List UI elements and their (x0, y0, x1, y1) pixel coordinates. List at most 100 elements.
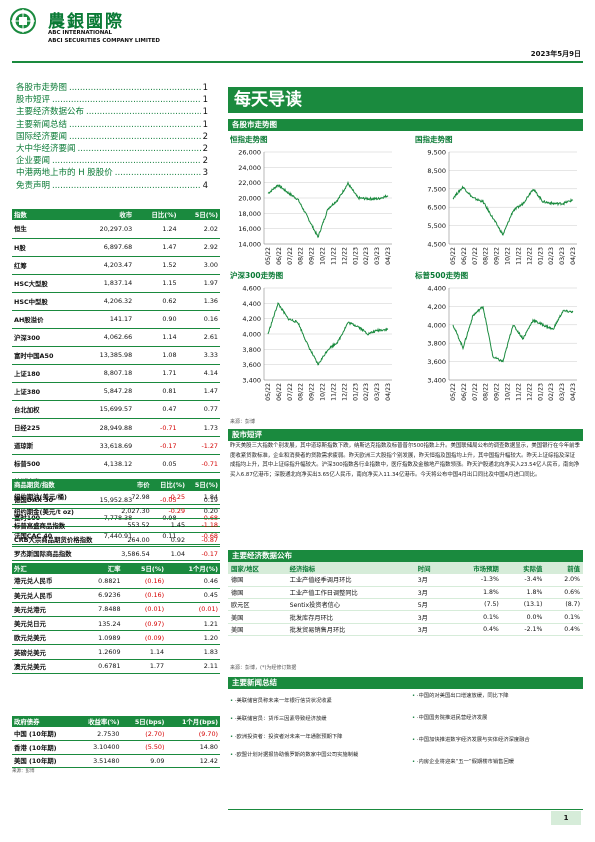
row-label: 香港 (10年期) (12, 740, 75, 755)
cell-close: 15,699.57 (78, 400, 135, 420)
x-tick-label: 08/22 (298, 247, 305, 265)
cell-d5: 0.77 (178, 400, 220, 420)
cell-rate: 0.8821 (80, 574, 123, 589)
toc-item-page: 1 (202, 107, 208, 118)
cell-d5: (0.09) (122, 630, 167, 646)
cell-d5: -0.71 (178, 454, 220, 474)
toc-item-label: 企业要闻 (16, 156, 51, 167)
row-label: 中国 (10年期) (12, 727, 75, 741)
news-section-title: 主要新闻总结 (228, 677, 583, 689)
cell-act: -2.1% (501, 623, 546, 636)
x-tick-label: 11/22 (330, 383, 337, 401)
cell-d5: 3.33 (178, 346, 220, 365)
news-item[interactable]: ·内房企业将迎来“五一”假期楼市销售回暖 (412, 758, 582, 766)
y-tick-label: 6,500 (427, 204, 446, 212)
row-label: 红筹 (12, 256, 79, 275)
col-bond: 政府债券 (14, 718, 40, 726)
cell-m1: 0.46 (166, 574, 220, 589)
table-row: 日经225 28,949.88 -0.71 1.73 (12, 418, 220, 438)
cell-region: 德国 (228, 574, 287, 587)
y-tick-label: 3,600 (242, 361, 261, 369)
news-item[interactable]: ·中国国务院推进民营经济发展 (412, 714, 582, 722)
toc-item-page: 1 (202, 95, 208, 106)
cell-d1: 0.81 (134, 382, 179, 401)
toc-leader (52, 180, 201, 192)
table-row: CRB大宗商品期货价格指数 264.00 0.92 -0.87 (12, 532, 220, 548)
x-tick-label: 09/22 (494, 383, 501, 401)
toc-item[interactable]: 主要新闻总结 1 (16, 119, 208, 131)
x-tick-label: 08/22 (483, 383, 490, 401)
toc-item[interactable]: 中港两地上市的 H 股股价 3 (16, 167, 208, 179)
table-row: 美元兑日元 135.24 (0.97) 1.21 (12, 616, 220, 632)
x-tick-label: 06/22 (461, 247, 468, 265)
cell-close: 6,897.68 (78, 238, 135, 257)
row-label: 美元兑港元 (12, 602, 81, 618)
toc-item-page: 2 (202, 156, 208, 167)
news-item[interactable]: ·欧盟计划对据报协助俄罗斯的数家中国公司实施制裁 (230, 751, 402, 759)
eco-header: 国家/地区 经济指标 时间 市场预期 实际值 前值 (228, 562, 583, 574)
cell-price: 2,027.30 (112, 504, 152, 519)
cell-d1: 0.05 (134, 454, 179, 474)
page-number: 1 (551, 811, 581, 825)
col-day-change: 日比(%) (159, 481, 186, 489)
table-row: 沪深300 4,062.66 1.14 2.61 (12, 328, 220, 347)
series-line (267, 302, 389, 366)
x-tick-label: 05/22 (450, 247, 457, 265)
toc-leader (52, 94, 201, 106)
toc-item-page: 4 (202, 180, 208, 191)
cell-close: 20,297.03 (78, 220, 135, 239)
cell-indicator: 工业产值经季调月环比 (286, 574, 415, 587)
cell-rate: 135.24 (80, 616, 123, 632)
x-tick-label: 12/22 (526, 383, 533, 401)
cell-d5: (0.16) (122, 574, 167, 589)
cell-d1: -0.29 (151, 504, 188, 519)
toc-item[interactable]: 股市短评 1 (16, 94, 208, 106)
col-close: 收市 (119, 211, 133, 219)
toc-item[interactable]: 企业要闻 2 (16, 155, 208, 167)
news-item[interactable]: ·美联储官员：货币三因素导致经济放缓 (230, 715, 402, 723)
news-item[interactable]: ·欧洲投资者：投资者对未来一年通胀预期下降 (230, 733, 402, 741)
news-item[interactable]: ·中国的对美国出口增速放缓，同比下降 (412, 692, 582, 700)
toc-item-page: 1 (202, 83, 208, 93)
cell-d1: 1.24 (134, 220, 179, 239)
row-label: 美元兑日元 (12, 616, 81, 632)
chart-title: 恒指走势图 (230, 135, 268, 144)
col-5day-change: 5日(%) (194, 211, 218, 219)
table-row: 上证380 5,847.28 0.81 1.47 (12, 382, 220, 401)
cell-close: 8,807.18 (78, 364, 135, 383)
toc-item[interactable]: 各股市走势图 1 (16, 82, 208, 94)
x-tick-label: 06/22 (461, 383, 468, 401)
table-of-contents: 各股市走势图1股市短评1主要经济数据公布1主要新闻总结1国际经济要闻2大中华经济… (16, 82, 208, 192)
toc-item-page: 2 (202, 143, 208, 154)
report-date: 2023年5月9日 (530, 50, 581, 58)
toc-item[interactable]: 国际经济要闻 2 (16, 131, 208, 143)
y-tick-label: 14,000 (238, 241, 261, 249)
y-tick-label: 20,000 (238, 195, 261, 203)
toc-item[interactable]: 大中华经济要闻 2 (16, 143, 208, 155)
cell-d5: 1.77 (122, 659, 167, 674)
cell-price: 3,586.54 (112, 546, 152, 562)
y-tick-label: 4,600 (242, 285, 261, 293)
row-label: 标普500 (12, 454, 79, 474)
row-label: 美国 (10年期) (12, 754, 75, 768)
table-row: 美国 批发贸易销售月环比 3月 0.4% -2.1% 0.4% (228, 623, 583, 636)
y-tick-label: 4,400 (242, 300, 261, 308)
col-yield: 收益率(%) (88, 718, 120, 726)
col-commodity: 商品期货/指数 (14, 481, 55, 489)
cell-d5: -0.17 (187, 546, 220, 562)
toc-item[interactable]: 主要经济数据公布 1 (16, 106, 208, 118)
news-item[interactable]: ·中国加快推进数字经济发展与实体经济深度融合 (412, 736, 582, 744)
cell-m1: 14.80 (166, 740, 220, 755)
cell-d1: 0.90 (134, 310, 179, 329)
row-label: 恒生 (12, 220, 79, 239)
abc-logo (10, 8, 36, 34)
toc-item[interactable]: 免责声明 4 (16, 180, 208, 192)
y-tick-label: 4,000 (427, 321, 446, 329)
cell-region: 美国 (228, 623, 287, 636)
x-tick-label: 10/22 (320, 247, 327, 265)
col-day-change: 日比(%) (151, 211, 177, 219)
news-item[interactable]: ·美联储官员称未来一年银行信贷状况收紧 (230, 697, 402, 705)
cell-time: 3月 (414, 610, 448, 624)
x-tick-label: 10/22 (505, 247, 512, 265)
toc-leader (69, 119, 201, 131)
